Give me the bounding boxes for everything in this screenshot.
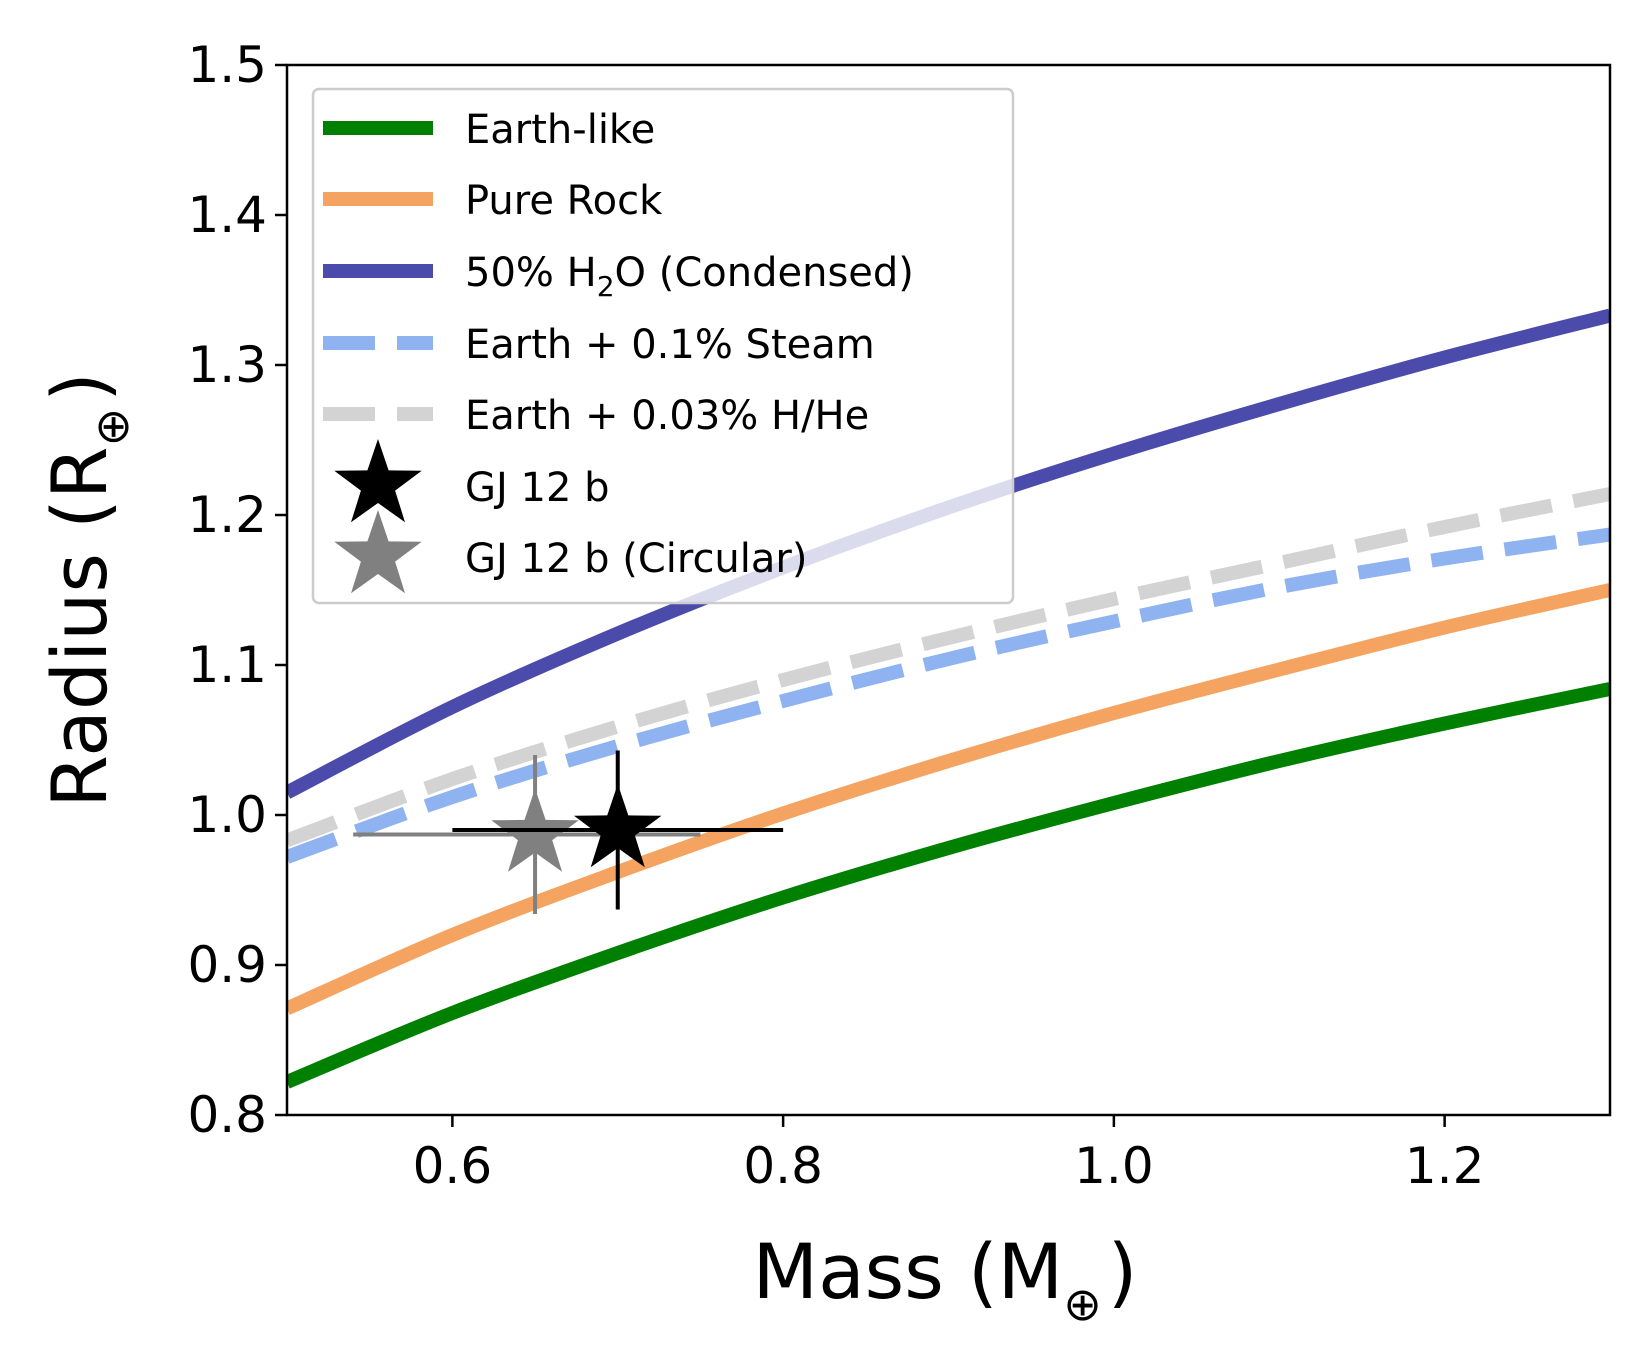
series-line-pure-rock	[287, 583, 1610, 1015]
x-tick-label: 1.2	[1405, 1137, 1485, 1195]
x-axis-label-main: Mass (M	[753, 1227, 1064, 1316]
y-tick-label: 1.3	[187, 336, 267, 394]
y-tick-label: 1.5	[187, 36, 267, 94]
x-tick-label: 1.0	[1074, 1137, 1154, 1195]
legend-label-50-water-post: O (Condensed)	[615, 250, 914, 296]
legend-label-earth-like: Earth-like	[465, 107, 655, 153]
series-line-earth-0-1-steam	[287, 527, 1610, 864]
plot-frame	[285, 63, 1612, 1117]
legend-label-50-water-sub: 2	[597, 270, 615, 303]
y-axis-label: Radius (R⊕)	[35, 372, 139, 808]
legend-label-steam: Earth + 0.1% Steam	[465, 322, 875, 368]
data-points	[353, 750, 784, 914]
legend-box	[311, 87, 1015, 605]
x-axis-label-subscript: ⊕	[1063, 1277, 1102, 1331]
x-axis-label-close: )	[1108, 1227, 1138, 1316]
y-tick-label: 0.8	[187, 1086, 267, 1144]
y-tick-label: 0.9	[187, 936, 267, 994]
x-tick-label: 0.6	[413, 1137, 493, 1195]
x-tick-label: 0.8	[743, 1137, 823, 1195]
plot-area	[287, 308, 1610, 1089]
series-line-earth-like	[287, 682, 1610, 1089]
y-axis: 0.8 0.9 1.0 1.1 1.2 1.3 1.4 1.5	[187, 36, 287, 1144]
y-axis-label-subscript: ⊕	[85, 408, 139, 447]
legend-label-gj12b-circular: GJ 12 b (Circular)	[465, 536, 807, 582]
x-axis-label: Mass (M⊕)	[753, 1227, 1138, 1331]
y-tick-label: 1.1	[187, 636, 267, 694]
y-axis-label-close: )	[35, 372, 124, 402]
y-tick-label: 1.2	[187, 486, 267, 544]
legend: Earth-like Pure Rock 50% H2O (Condensed)…	[311, 87, 1015, 605]
legend-label-gj12b: GJ 12 b	[465, 465, 610, 511]
y-tick-label: 1.0	[187, 786, 267, 844]
legend-label-pure-rock: Pure Rock	[465, 178, 663, 224]
data-point-gj-12-b	[574, 784, 662, 868]
y-axis-label-main: Radius (R	[35, 446, 124, 807]
legend-label-50-water-pre: 50% H	[465, 250, 597, 296]
x-axis: 0.6 0.8 1.0 1.2	[413, 1115, 1485, 1195]
legend-label-50-water: 50% H2O (Condensed)	[465, 250, 914, 303]
series-line-earth-0-03-h-he	[287, 487, 1610, 848]
legend-label-hhe: Earth + 0.03% H/He	[465, 393, 869, 439]
legend-marker-gj12b	[334, 439, 422, 523]
legend-marker-gj12b-circular	[334, 510, 422, 594]
y-tick-label: 1.4	[187, 186, 267, 244]
